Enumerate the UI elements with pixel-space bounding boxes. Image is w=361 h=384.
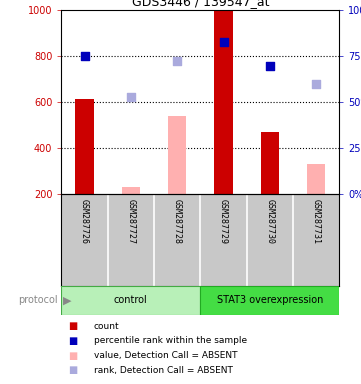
- Point: [267, 63, 273, 69]
- Bar: [200, 286, 339, 315]
- Bar: [168, 116, 187, 194]
- Point: [221, 39, 226, 45]
- Bar: [214, 10, 233, 194]
- Text: GSM287730: GSM287730: [265, 199, 274, 243]
- Text: STAT3 overexpression: STAT3 overexpression: [217, 295, 323, 306]
- Text: ■: ■: [69, 321, 78, 331]
- Bar: [61, 286, 200, 315]
- Point: [82, 53, 87, 59]
- Text: ▶: ▶: [63, 295, 72, 306]
- Text: ■: ■: [69, 351, 78, 361]
- Text: GSM287727: GSM287727: [126, 199, 135, 243]
- Text: GSM287731: GSM287731: [312, 199, 321, 243]
- Text: rank, Detection Call = ABSENT: rank, Detection Call = ABSENT: [94, 366, 233, 375]
- Text: value, Detection Call = ABSENT: value, Detection Call = ABSENT: [94, 351, 238, 360]
- Text: ■: ■: [69, 365, 78, 375]
- Text: GSM287726: GSM287726: [80, 199, 89, 243]
- Title: GDS3446 / 139547_at: GDS3446 / 139547_at: [132, 0, 269, 8]
- Text: percentile rank within the sample: percentile rank within the sample: [94, 336, 247, 346]
- Text: GSM287728: GSM287728: [173, 199, 182, 243]
- Bar: [307, 164, 326, 194]
- Text: protocol: protocol: [18, 295, 58, 306]
- Text: control: control: [114, 295, 148, 306]
- Bar: [75, 99, 94, 194]
- Text: GSM287729: GSM287729: [219, 199, 228, 243]
- Text: count: count: [94, 322, 119, 331]
- Point: [128, 94, 134, 100]
- Text: ■: ■: [69, 336, 78, 346]
- Point: [174, 58, 180, 65]
- Point: [313, 81, 319, 88]
- Bar: [122, 187, 140, 194]
- Bar: [261, 132, 279, 194]
